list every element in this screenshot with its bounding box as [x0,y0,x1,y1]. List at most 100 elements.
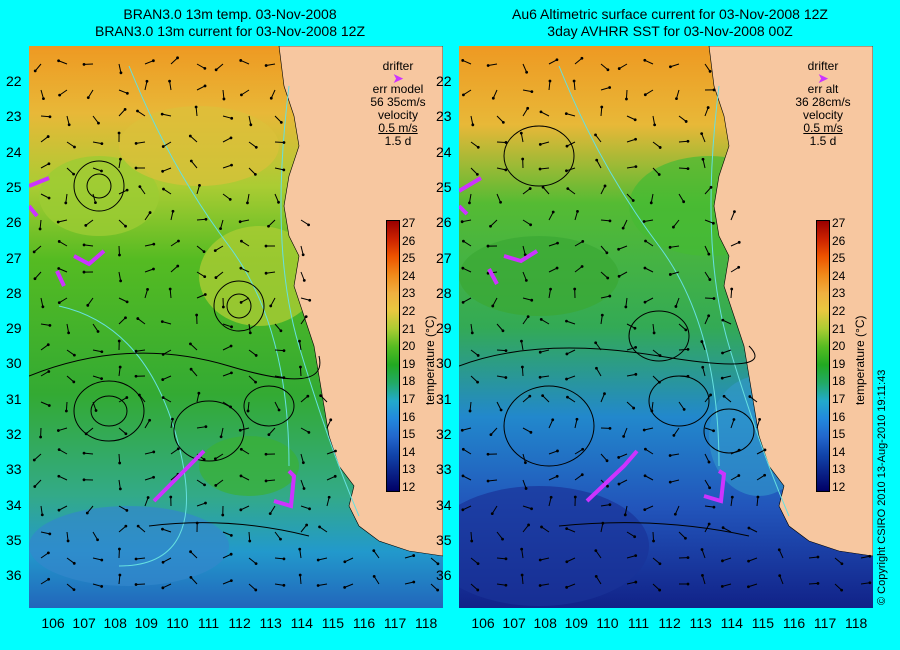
current-arrow-head [148,418,152,422]
current-arrow-head [737,448,741,452]
current-arrow [247,401,250,412]
current-arrow-head [633,118,637,122]
current-arrow-head [524,487,528,490]
current-arrow-head [160,112,164,116]
current-arrow-head [600,105,604,109]
current-arrow [222,580,232,585]
current-arrow-head [642,220,646,223]
current-arrow [40,193,50,199]
current-arrow-head [86,303,90,307]
current-arrow-head [124,524,128,528]
current-arrow-head [298,547,302,551]
current-arrow [595,342,602,351]
current-arrow [496,115,504,123]
current-arrow [274,323,282,332]
current-arrow [326,497,330,507]
current-arrow-head [221,305,225,309]
current-arrow [58,268,68,273]
current-arrow-head [658,380,661,384]
current-arrow [118,525,127,533]
current-arrow [652,167,660,175]
current-arrow-head [658,562,662,566]
current-arrow-head [461,59,465,62]
current-arrow [270,89,276,99]
longitude-label: 115 [321,615,345,631]
current-arrow [595,134,602,143]
current-arrow [40,552,49,559]
current-arrow-head [229,533,233,537]
current-arrow-head [489,224,492,228]
current-arrow [704,427,714,432]
current-arrow [492,89,498,99]
drifter-track [503,249,539,264]
current-arrow-head [238,428,242,432]
current-arrow-head [520,573,524,577]
current-arrow-head [684,536,687,540]
current-arrow [138,394,146,403]
current-arrow-head [254,380,257,384]
current-arrow [162,321,172,325]
current-arrow [574,474,583,481]
current-arrow-head [239,266,243,270]
current-arrow-head [486,64,490,67]
latitude-label: 35 [436,531,452,548]
current-arrow [462,59,472,65]
current-arrow-head [57,448,61,452]
current-arrow-head [46,135,50,138]
right-legend: drifter ➤ err alt 36 28cm/s velocity 0.5… [785,60,861,148]
colorbar-tick-label: 26 [402,233,416,248]
current-arrow [240,219,250,223]
current-arrow [624,505,628,515]
current-arrow [241,89,250,96]
current-arrow [596,367,602,377]
current-arrow [566,528,576,533]
current-arrow [522,479,527,489]
current-arrow [748,557,758,562]
current-arrow-head [682,407,686,411]
current-arrow-head [580,265,584,268]
current-arrow [196,393,200,403]
current-arrow [162,167,172,172]
current-arrow-head [96,538,99,542]
longitude-label: 107 [72,615,96,631]
current-arrow [600,453,608,462]
current-arrow-head [148,211,152,214]
current-arrow-head [868,581,872,585]
current-arrow-head [539,318,543,321]
current-arrow-head [299,365,302,369]
current-arrow [58,60,68,65]
current-arrow-head [606,276,610,280]
current-arrow [778,549,784,559]
current-arrow [470,531,473,542]
current-arrow-head [118,573,122,577]
current-arrow-head [652,331,656,335]
current-arrow [222,137,232,143]
drifter-track [29,176,50,188]
current-arrow [162,528,172,533]
current-arrow-head [137,393,141,397]
current-arrow [266,271,276,274]
current-arrow [162,583,172,589]
current-arrow-head [658,588,662,592]
copyright-text: © Copyright CSIRO 2010 13-Aug-2010 19:11… [876,369,888,605]
current-arrow [59,297,68,304]
current-arrow [92,167,102,172]
current-arrow-head [519,131,523,135]
current-arrow-head [134,374,138,378]
current-arrow [137,318,146,325]
current-arrow-head [643,508,647,512]
current-arrow [704,271,711,280]
current-arrow [118,297,128,303]
current-arrow [644,505,654,511]
current-arrow-head [204,425,208,429]
current-arrow-head [277,200,280,204]
current-arrow-head [203,293,207,296]
current-arrow [299,341,302,351]
longitude-label: 115 [751,615,775,631]
current-arrow-head [548,79,552,83]
current-vectors [32,56,440,592]
current-arrow [300,245,304,255]
current-arrow-head [608,219,612,223]
current-arrow [92,115,99,124]
current-arrow [92,583,102,587]
